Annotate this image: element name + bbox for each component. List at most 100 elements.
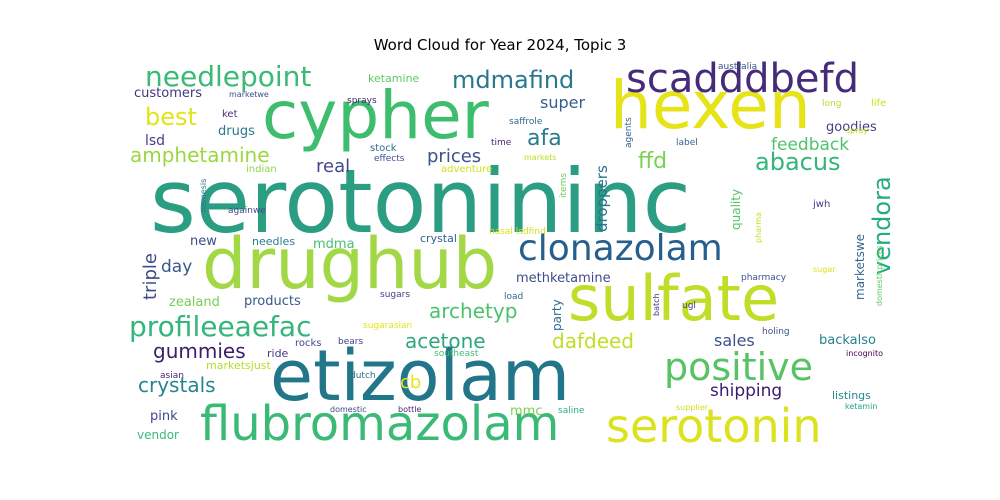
word-drughub: drughub	[202, 223, 497, 305]
word-batch: batch	[652, 293, 661, 316]
word-marketwe: marketwe	[229, 90, 269, 99]
word-marketswe: marketswe	[853, 234, 867, 300]
word-ketamin: ketamin	[845, 402, 877, 411]
word-amphetamine: amphetamine	[130, 143, 270, 167]
word-drugs: drugs	[218, 124, 255, 139]
word-domestic: domestic	[330, 405, 367, 414]
word-dafdeed: dafdeed	[552, 329, 634, 353]
word-new: new	[190, 234, 217, 249]
word-cb: cb	[400, 372, 421, 393]
word-nemesis: nemesis	[199, 179, 208, 212]
word-mdmafind: mdmafind	[452, 66, 574, 94]
word-cypher: cypher	[262, 77, 490, 154]
word-party: party	[550, 299, 564, 331]
word-needlepoint: needlepoint	[145, 60, 311, 93]
word-bottle: bottle	[398, 405, 421, 414]
word-indian: indian	[246, 164, 277, 175]
word-pink: pink	[150, 409, 178, 424]
word-archetyp: archetyp	[429, 299, 517, 323]
word-dutch: dutch	[350, 371, 376, 381]
word-real: real	[316, 156, 350, 177]
word-crystals: crystals	[138, 373, 216, 397]
word-ffd: ffd	[638, 149, 667, 174]
word-label: label	[676, 138, 698, 148]
word-goodies: goodies	[826, 120, 877, 135]
word-serotonininc: serotonininc	[150, 150, 691, 253]
word-lsd: lsd	[145, 133, 165, 149]
word-againwe: againwe	[228, 206, 266, 216]
word-listings: listings	[832, 389, 871, 402]
word-load: load	[504, 292, 523, 302]
word-sugar: sugar	[813, 265, 836, 274]
word-backalso: backalso	[819, 333, 876, 348]
word-super: super	[540, 93, 585, 112]
word-time: time	[491, 138, 512, 148]
word-bears: bears	[338, 337, 363, 347]
word-supplier: supplier	[676, 403, 709, 412]
word-asian: asian	[160, 371, 184, 381]
word-agents: agents	[624, 117, 634, 148]
chart-title: Word Cloud for Year 2024, Topic 3	[373, 36, 627, 54]
word-gummies: gummies	[153, 339, 246, 363]
word-triple: triple	[140, 253, 161, 300]
word-pharmacy: pharmacy	[741, 273, 787, 283]
word-acetone: acetone	[405, 329, 486, 353]
word-zealand: zealand	[169, 295, 220, 310]
word-marketsjust: marketsjust	[206, 359, 272, 372]
word-needles: needles	[252, 235, 295, 248]
word-nasal-lsdfind: nasal lsdfind	[489, 227, 546, 237]
word-vendor: vendor	[137, 428, 179, 442]
word-pharma: pharma	[754, 212, 763, 243]
word-clonazolam: clonazolam	[518, 228, 723, 269]
word-customers: customers	[134, 86, 202, 101]
word-southeast: southeast	[434, 349, 479, 359]
word-vendora: vendora	[868, 176, 896, 275]
word-sulfate: sulfate	[568, 262, 779, 335]
word-ketamine: ketamine	[368, 72, 420, 85]
word-best: best	[145, 103, 197, 131]
word-life: life	[871, 98, 886, 109]
word-shipping: shipping	[710, 381, 782, 401]
word-sugars: sugars	[380, 290, 410, 300]
word-holing: holing	[762, 327, 790, 337]
word-markets: markets	[524, 153, 557, 162]
word-prices: prices	[427, 146, 481, 167]
word-abacus: abacus	[755, 148, 841, 176]
word-rocks: rocks	[295, 338, 322, 349]
word-saline: saline	[558, 406, 585, 416]
word-feedback: feedback	[771, 135, 849, 155]
word-effects: effects	[374, 154, 405, 164]
word-profileeaefac: profileeaefac	[129, 310, 311, 343]
word-sugarasian: sugarasian	[363, 321, 412, 331]
word-serotonin: serotonin	[606, 399, 822, 453]
word-crystal: crystal	[420, 232, 457, 245]
word-droppers: droppers	[593, 165, 611, 232]
word-australia: australia	[718, 62, 757, 72]
word-jwh: jwh	[812, 199, 830, 210]
word-sales: sales	[714, 331, 755, 350]
word-scadddbefd: scadddbefd	[626, 56, 859, 102]
word-flubromazolam: flubromazolam	[200, 396, 559, 452]
word-afa: afa	[527, 126, 562, 151]
word-adventure: adventure	[441, 164, 492, 175]
word-products: products	[244, 294, 301, 309]
word-ride: ride	[267, 347, 289, 360]
word-etizolam: etizolam	[270, 335, 570, 417]
word-incognito: incognito	[846, 349, 883, 358]
word-hexen: hexen	[610, 67, 811, 144]
word-ugl: ugl	[682, 301, 696, 311]
word-positive: positive	[664, 345, 813, 389]
word-items: items	[559, 173, 569, 198]
word-saffrole: saffrole	[509, 117, 543, 127]
word-day: day	[161, 257, 192, 277]
word-domesticprices: domesticprices	[875, 245, 884, 306]
word-long: long	[822, 99, 841, 109]
word-quality: quality	[729, 189, 743, 230]
word-mdma: mdma	[313, 237, 355, 252]
word-ket: ket	[222, 109, 238, 120]
word-sprays: sprays	[347, 96, 377, 106]
word-methketamine: methketamine	[516, 271, 611, 286]
word-mmc: mmc	[510, 404, 542, 419]
word-stock: stock	[370, 143, 397, 154]
